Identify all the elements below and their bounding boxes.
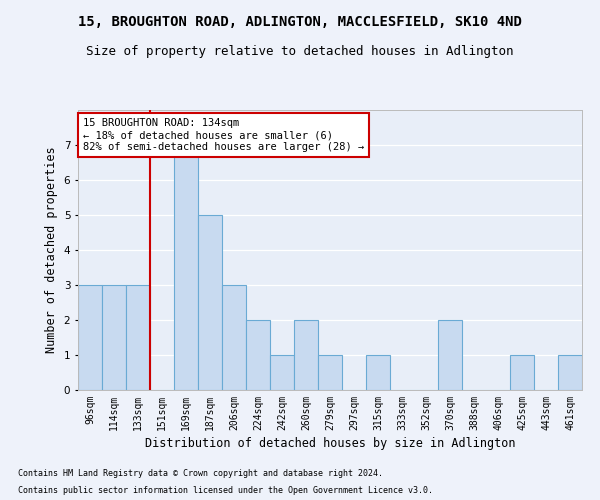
- Bar: [510, 355, 534, 390]
- Bar: [126, 285, 150, 390]
- Bar: [174, 145, 198, 390]
- Bar: [198, 215, 222, 390]
- Text: Contains public sector information licensed under the Open Government Licence v3: Contains public sector information licen…: [18, 486, 433, 495]
- Bar: [222, 285, 246, 390]
- Text: 15 BROUGHTON ROAD: 134sqm
← 18% of detached houses are smaller (6)
82% of semi-d: 15 BROUGHTON ROAD: 134sqm ← 18% of detac…: [83, 118, 364, 152]
- Y-axis label: Number of detached properties: Number of detached properties: [45, 146, 58, 354]
- Bar: [246, 320, 270, 390]
- Text: Size of property relative to detached houses in Adlington: Size of property relative to detached ho…: [86, 45, 514, 58]
- Bar: [270, 355, 294, 390]
- Bar: [366, 355, 390, 390]
- Text: Contains HM Land Registry data © Crown copyright and database right 2024.: Contains HM Land Registry data © Crown c…: [18, 468, 383, 477]
- Bar: [102, 285, 126, 390]
- Bar: [78, 285, 102, 390]
- Text: 15, BROUGHTON ROAD, ADLINGTON, MACCLESFIELD, SK10 4ND: 15, BROUGHTON ROAD, ADLINGTON, MACCLESFI…: [78, 15, 522, 29]
- Bar: [318, 355, 342, 390]
- Bar: [438, 320, 462, 390]
- X-axis label: Distribution of detached houses by size in Adlington: Distribution of detached houses by size …: [145, 437, 515, 450]
- Bar: [558, 355, 582, 390]
- Bar: [294, 320, 318, 390]
